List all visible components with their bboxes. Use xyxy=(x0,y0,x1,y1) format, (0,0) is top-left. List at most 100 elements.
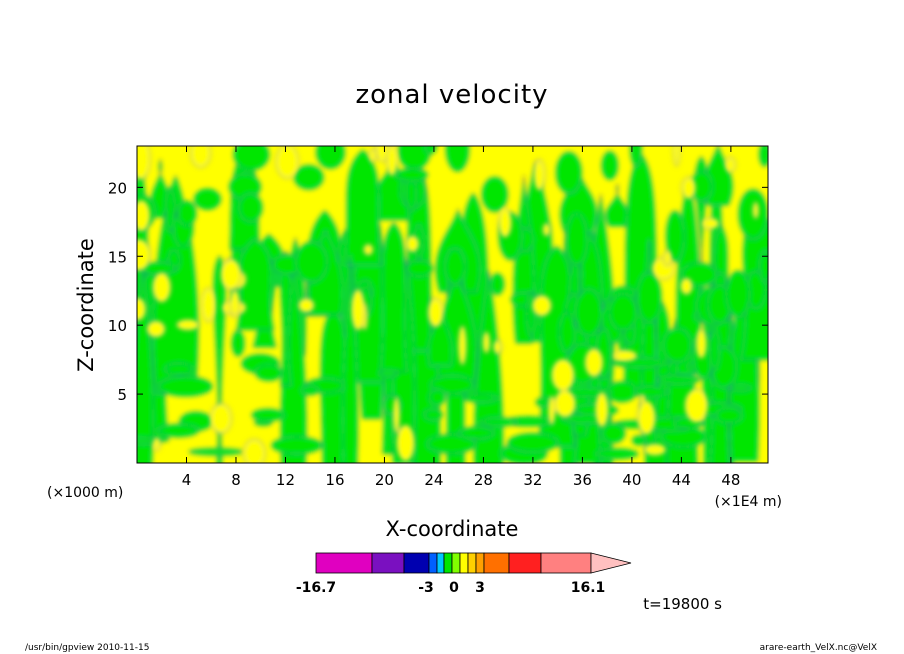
positive-cell xyxy=(176,319,200,331)
negative-cell xyxy=(759,250,768,282)
x-tick-label: 40 xyxy=(622,471,641,489)
negative-cell xyxy=(526,290,536,337)
footer-right: arare-earth_VelX.nc@VelX xyxy=(760,643,877,653)
positive-cell xyxy=(724,156,736,173)
x-tick-label: 44 xyxy=(672,471,691,489)
x-tick-label: 32 xyxy=(523,471,542,489)
negative-cell xyxy=(271,436,323,455)
negative-plume xyxy=(344,149,382,266)
negative-cell xyxy=(395,168,428,182)
negative-cell xyxy=(662,328,692,363)
negative-cell xyxy=(565,213,588,266)
positive-cell xyxy=(137,297,147,321)
negative-cell xyxy=(609,293,638,331)
positive-cell xyxy=(613,349,638,362)
x-unit-left: (×1000 m) xyxy=(47,485,123,501)
negative-cell xyxy=(429,388,446,406)
positive-cell xyxy=(368,148,377,163)
negative-cell xyxy=(231,330,245,357)
negative-cell xyxy=(601,151,619,180)
negative-cell xyxy=(238,193,263,223)
positive-cell xyxy=(637,400,656,435)
positive-cell xyxy=(547,395,556,426)
positive-cell xyxy=(482,331,491,354)
positive-cell xyxy=(229,289,240,318)
colorbar-bin xyxy=(403,552,430,574)
y-tick-label: 20 xyxy=(108,179,127,197)
negative-cell xyxy=(445,146,470,172)
colorbar-bin xyxy=(436,552,445,574)
positive-cell xyxy=(663,249,672,267)
colorbar-bin xyxy=(315,552,373,574)
x-tick-label: 12 xyxy=(276,471,295,489)
x-tick-label: 48 xyxy=(721,471,740,489)
velocity-field xyxy=(137,146,768,463)
positive-cell xyxy=(643,443,667,456)
x-tick-label: 20 xyxy=(375,471,394,489)
negative-cell xyxy=(631,435,647,446)
positive-cell xyxy=(531,294,552,317)
negative-plume xyxy=(279,250,292,386)
x-axis-label: X-coordinate xyxy=(386,517,519,541)
positive-cell xyxy=(493,339,503,355)
colorbar-bin xyxy=(540,552,592,574)
time-label: t=19800 s xyxy=(643,595,722,613)
colorbar-labels: -16.7 16.1 -3 0 3 xyxy=(296,580,605,596)
positive-cell xyxy=(201,287,216,323)
negative-cell xyxy=(636,272,662,323)
negative-cell xyxy=(601,423,626,444)
positive-cell xyxy=(275,146,299,179)
negative-cell xyxy=(315,146,346,169)
negative-cell xyxy=(555,151,582,194)
colorbar-tick-label: -3 xyxy=(418,580,434,596)
plot-frame xyxy=(136,145,769,464)
negative-cell xyxy=(463,394,498,403)
negative-cell xyxy=(559,312,576,353)
x-axis: 4 8 12 16 20 24 28 32 36 40 44 48 xyxy=(182,146,740,489)
negative-cell xyxy=(158,376,213,397)
negative-cell xyxy=(430,375,475,395)
negative-cell xyxy=(293,164,324,190)
colorbar-bin xyxy=(443,552,453,574)
positive-cell xyxy=(396,424,415,462)
positive-cell xyxy=(554,389,577,418)
positive-cell xyxy=(427,297,444,328)
colorbar-bin xyxy=(483,552,510,574)
negative-cell xyxy=(729,384,752,392)
negative-cell xyxy=(715,407,743,424)
negative-cell xyxy=(295,241,328,283)
colorbar xyxy=(315,552,632,574)
positive-cell xyxy=(190,146,211,168)
x-tick-label: 4 xyxy=(182,471,192,489)
positive-cell xyxy=(137,238,151,271)
negative-cell xyxy=(490,272,505,296)
negative-cell xyxy=(406,260,434,277)
colorbar-max-label: 16.1 xyxy=(571,580,606,596)
negative-cell xyxy=(709,328,720,371)
negative-cell xyxy=(424,408,443,421)
negative-cell xyxy=(164,363,193,376)
positive-cell xyxy=(498,207,512,238)
footer-left: /usr/bin/gpview 2010-11-15 xyxy=(25,643,149,653)
negative-plume xyxy=(474,270,504,463)
positive-cell xyxy=(298,298,315,313)
positive-cell xyxy=(551,358,575,392)
x-tick-label: 24 xyxy=(424,471,443,489)
negative-cell xyxy=(726,270,750,318)
positive-cell xyxy=(152,437,161,452)
negative-cell xyxy=(251,408,285,422)
negative-cell xyxy=(255,364,283,382)
y-axis: 5 10 15 20 xyxy=(108,179,768,404)
positive-cell xyxy=(680,277,693,295)
negative-cell xyxy=(595,448,639,460)
colorbar-bin xyxy=(371,552,405,574)
y-axis-label: Z-coordinate xyxy=(74,238,98,372)
negative-cell xyxy=(427,434,476,454)
chart-title: zonal velocity xyxy=(355,80,548,110)
negative-cell xyxy=(458,426,495,440)
negative-cell xyxy=(574,288,603,337)
colorbar-bin xyxy=(475,552,485,574)
negative-cell xyxy=(481,176,508,213)
negative-cell xyxy=(665,210,685,263)
